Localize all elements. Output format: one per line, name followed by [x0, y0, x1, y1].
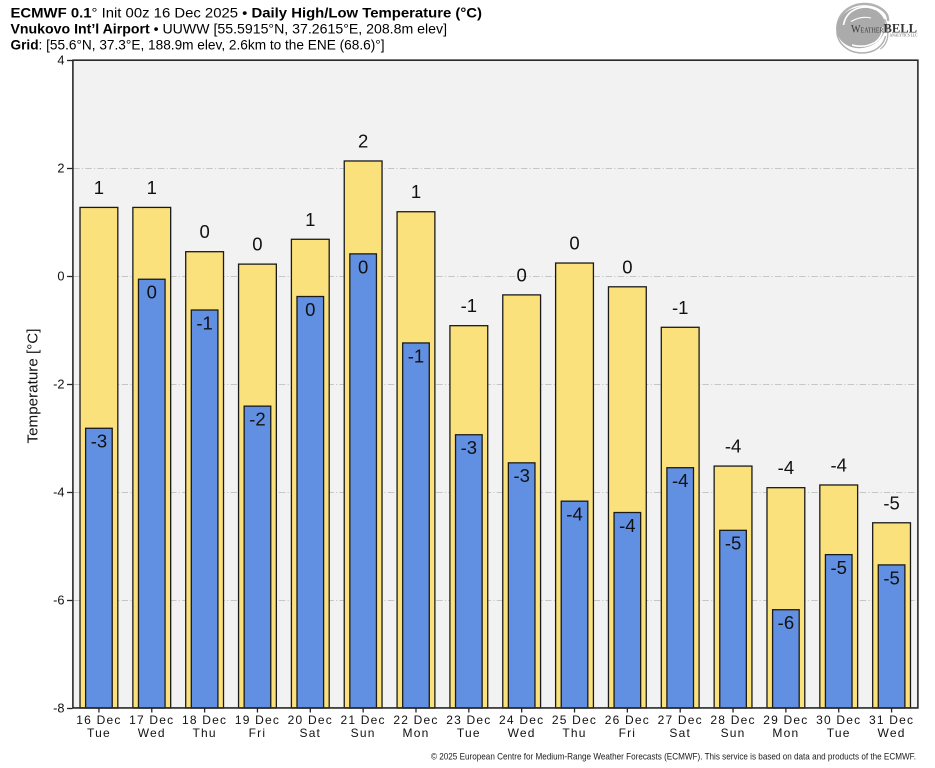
svg-text:0: 0 [622, 256, 632, 277]
svg-text:-4: -4 [725, 436, 741, 457]
svg-text:0: 0 [199, 221, 209, 242]
svg-text:Temperature [°C]: Temperature [°C] [25, 329, 42, 444]
svg-text:28 Dec: 28 Dec [710, 713, 755, 727]
svg-text:Grid: [55.6°N, 37.3°E, 188.9m: Grid: [55.6°N, 37.3°E, 188.9m elev, 2.6k… [11, 38, 385, 53]
svg-text:-6: -6 [778, 612, 794, 633]
svg-text:-4: -4 [619, 515, 635, 536]
svg-text:-6: -6 [53, 593, 64, 608]
svg-text:0: 0 [517, 264, 527, 285]
svg-text:Thu: Thu [192, 726, 216, 740]
svg-text:0: 0 [358, 256, 368, 277]
svg-text:-4: -4 [53, 485, 64, 500]
svg-text:Sat: Sat [299, 726, 321, 740]
svg-text:1: 1 [411, 181, 421, 202]
svg-text:0: 0 [252, 234, 262, 255]
svg-text:-4: -4 [566, 504, 582, 525]
svg-text:-2: -2 [53, 377, 64, 392]
svg-text:-3: -3 [91, 431, 107, 452]
svg-text:-1: -1 [461, 295, 477, 316]
svg-text:Wed: Wed [508, 726, 536, 740]
svg-text:Sun: Sun [721, 726, 746, 740]
svg-text:29 Dec: 29 Dec [763, 713, 808, 727]
svg-text:0: 0 [569, 233, 579, 254]
svg-text:-4: -4 [831, 454, 847, 475]
svg-text:-1: -1 [196, 312, 212, 333]
svg-text:-3: -3 [461, 437, 477, 458]
svg-text:Tue: Tue [87, 726, 111, 740]
svg-text:Wed: Wed [138, 726, 166, 740]
svg-text:1: 1 [305, 209, 315, 230]
svg-text:BELL: BELL [884, 22, 918, 36]
svg-text:© 2025 European Centre for Med: © 2025 European Centre for Medium-Range … [431, 752, 916, 763]
svg-text:2: 2 [57, 161, 64, 176]
svg-text:Sun: Sun [351, 726, 376, 740]
svg-text:31 Dec: 31 Dec [869, 713, 914, 727]
svg-text:-1: -1 [408, 345, 424, 366]
svg-text:21 Dec: 21 Dec [341, 713, 386, 727]
svg-text:-4: -4 [778, 457, 794, 478]
svg-text:23 Dec: 23 Dec [446, 713, 491, 727]
svg-text:22 Dec: 22 Dec [393, 713, 438, 727]
svg-text:-5: -5 [831, 557, 847, 578]
svg-text:26 Dec: 26 Dec [605, 713, 650, 727]
svg-text:1: 1 [147, 177, 157, 198]
svg-text:20 Dec: 20 Dec [288, 713, 333, 727]
svg-text:Fri: Fri [249, 726, 267, 740]
svg-text:16 Dec: 16 Dec [76, 713, 121, 727]
svg-text:27 Dec: 27 Dec [658, 713, 703, 727]
svg-text:-8: -8 [53, 701, 64, 716]
svg-text:Fri: Fri [619, 726, 637, 740]
svg-text:Thu: Thu [562, 726, 586, 740]
svg-text:ANALYTICS LLC: ANALYTICS LLC [890, 33, 918, 38]
svg-text:4: 4 [57, 53, 64, 68]
svg-text:Vnukovo Int’l Airport • UUWW [: Vnukovo Int’l Airport • UUWW [55.5915°N,… [11, 22, 447, 37]
svg-text:0: 0 [147, 282, 157, 303]
svg-text:17 Dec: 17 Dec [129, 713, 174, 727]
svg-text:-5: -5 [725, 533, 741, 554]
svg-text:Wed: Wed [878, 726, 906, 740]
svg-text:0: 0 [57, 269, 64, 284]
svg-text:19 Dec: 19 Dec [235, 713, 280, 727]
svg-text:-5: -5 [883, 567, 899, 588]
svg-text:30 Dec: 30 Dec [816, 713, 861, 727]
svg-text:1: 1 [94, 177, 104, 198]
svg-text:Mon: Mon [403, 726, 430, 740]
svg-text:ECMWF 0.1° Init 00z 16 Dec 202: ECMWF 0.1 ° Init 00z 16 Dec 2025 • Daily … [11, 6, 483, 21]
svg-text:0: 0 [305, 299, 315, 320]
svg-text:24 Dec: 24 Dec [499, 713, 544, 727]
svg-text:Mon: Mon [772, 726, 799, 740]
svg-text:-5: -5 [883, 492, 899, 513]
svg-text:-3: -3 [513, 465, 529, 486]
svg-text:-1: -1 [672, 297, 688, 318]
svg-text:Sat: Sat [669, 726, 691, 740]
svg-text:25 Dec: 25 Dec [552, 713, 597, 727]
svg-text:2: 2 [358, 130, 368, 151]
svg-text:18 Dec: 18 Dec [182, 713, 227, 727]
svg-text:Tue: Tue [457, 726, 481, 740]
svg-text:-4: -4 [672, 470, 688, 491]
svg-text:Tue: Tue [827, 726, 851, 740]
svg-text:-2: -2 [249, 409, 265, 430]
